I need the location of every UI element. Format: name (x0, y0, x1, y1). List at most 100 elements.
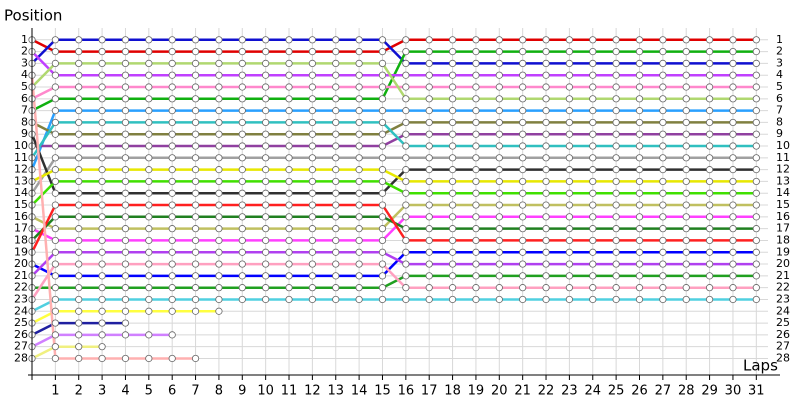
series-line (30, 262, 757, 301)
y-tick-label: 25 (14, 316, 28, 329)
series-line (32, 132, 757, 148)
lap-marker (238, 272, 246, 280)
lap-marker (402, 107, 410, 115)
lap-marker (612, 130, 620, 138)
lap-marker (448, 107, 457, 115)
lap-marker (215, 225, 223, 233)
lap-marker (75, 260, 83, 268)
lap-marker (565, 236, 573, 245)
lap-marker (495, 107, 503, 115)
lap-marker (425, 189, 433, 197)
lap-marker (542, 48, 550, 56)
lap-marker (332, 213, 340, 221)
lap-marker (308, 260, 316, 268)
y-tick-label-right: 2 (776, 45, 783, 58)
lap-marker (215, 48, 223, 56)
lap-marker (285, 154, 293, 162)
lap-marker (752, 189, 760, 197)
lap-marker (612, 236, 620, 245)
lap-marker (121, 307, 130, 315)
lap-marker (285, 177, 293, 186)
y-tick-label-right: 5 (776, 80, 783, 93)
lap-marker (75, 189, 83, 197)
lap-marker (121, 295, 130, 304)
lap-marker (308, 166, 316, 174)
lap-marker (75, 59, 83, 68)
lap-marker (425, 130, 433, 138)
lap-marker (121, 83, 130, 91)
lap-marker (495, 36, 503, 44)
x-tick-label: 22 (538, 384, 555, 399)
lap-marker (121, 189, 130, 197)
lap-marker (308, 225, 316, 233)
lap-marker (332, 272, 340, 280)
lap-marker (402, 177, 410, 186)
lap-marker (332, 248, 340, 256)
lap-marker (145, 166, 153, 174)
lap-marker (75, 130, 83, 138)
series-line (31, 251, 757, 278)
lap-marker (425, 284, 433, 292)
series-line (31, 168, 757, 183)
lap-marker (191, 225, 200, 233)
lap-marker (589, 36, 597, 44)
lap-marker (378, 71, 387, 79)
lap-marker (589, 284, 597, 292)
lap-marker (378, 236, 387, 245)
lap-marker (495, 177, 503, 186)
y-tick-label: 4 (21, 68, 28, 81)
lap-marker (75, 354, 83, 363)
lap-marker (425, 225, 433, 233)
lap-marker (705, 189, 714, 197)
lap-marker (705, 95, 714, 103)
lap-marker (729, 225, 737, 233)
lap-marker (308, 284, 316, 292)
y-tick-label: 3 (21, 56, 28, 69)
x-tick-label: 3 (98, 384, 106, 399)
lap-marker (75, 343, 83, 351)
lap-marker (448, 236, 457, 245)
lap-marker (565, 166, 573, 174)
lap-marker (238, 213, 246, 221)
lap-marker (75, 295, 83, 304)
lap-marker (98, 130, 106, 138)
lap-marker (121, 71, 130, 79)
lap-marker (425, 213, 433, 221)
lap-marker (145, 36, 153, 44)
lap-marker (238, 59, 246, 68)
lap-marker (519, 36, 527, 44)
lap-marker (659, 36, 667, 44)
lap-marker (75, 272, 83, 280)
lap-marker (145, 201, 153, 209)
lap-marker (589, 272, 597, 280)
lap-marker (565, 130, 573, 138)
x-tick-label: 20 (491, 384, 508, 399)
lap-marker (565, 284, 573, 292)
lap-marker (355, 59, 363, 68)
lap-marker (285, 71, 293, 79)
lap-marker (472, 284, 480, 292)
lap-marker (332, 71, 340, 79)
lap-marker (448, 260, 457, 268)
lap-marker (355, 130, 363, 138)
y-tick-label: 6 (21, 92, 28, 105)
lap-marker (121, 166, 130, 174)
lap-marker (519, 107, 527, 115)
lap-marker (191, 130, 200, 138)
lap-marker (332, 107, 340, 115)
lap-marker (402, 48, 410, 56)
lap-marker (425, 295, 433, 304)
lap-marker (542, 260, 550, 268)
lap-marker (121, 354, 130, 363)
lap-marker (121, 236, 130, 245)
lap-marker (145, 331, 153, 339)
x-tick-label: 2 (75, 384, 83, 399)
lap-marker (752, 166, 760, 174)
lap-marker (285, 95, 293, 103)
lap-marker (145, 118, 153, 127)
lap-marker (729, 142, 737, 150)
lap-marker (495, 272, 503, 280)
lap-marker (729, 71, 737, 79)
lap-marker (589, 166, 597, 174)
lap-marker (448, 166, 457, 174)
